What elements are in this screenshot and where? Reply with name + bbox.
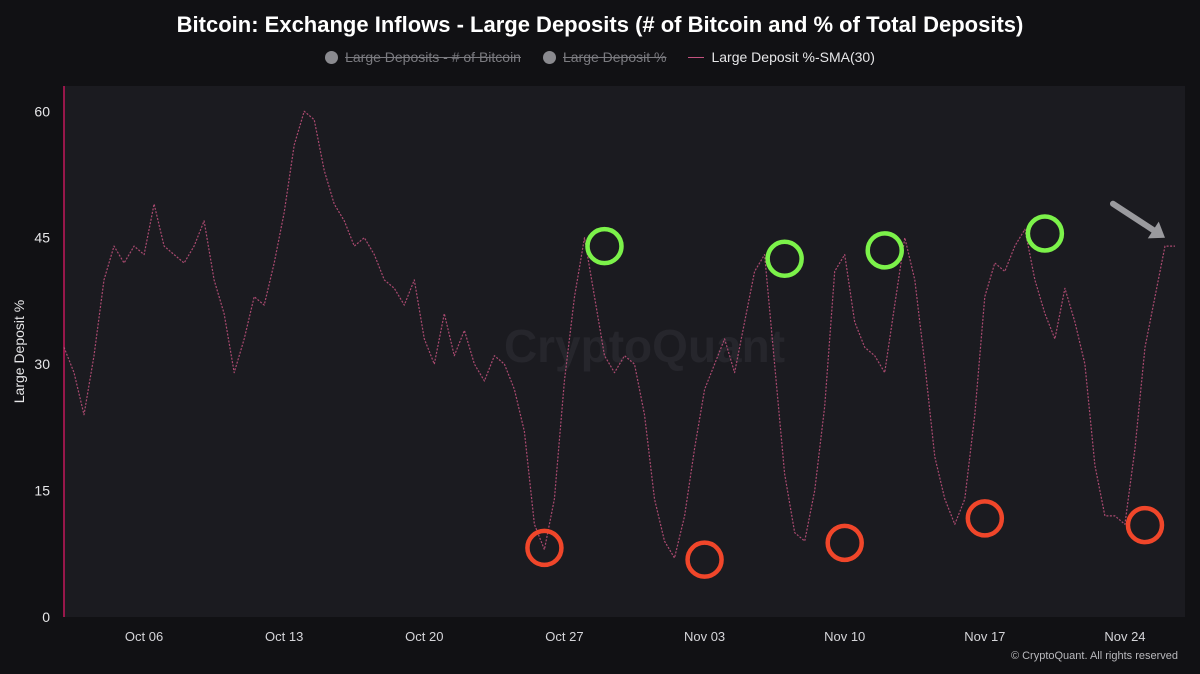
watermark: CryptoQuant bbox=[504, 320, 785, 372]
series-group bbox=[63, 110, 1175, 559]
x-tick-label: Oct 06 bbox=[125, 629, 163, 644]
arrow-shaft bbox=[1109, 200, 1157, 234]
copyright: © CryptoQuant. All rights reserved bbox=[1010, 650, 1178, 662]
legend-dot-icon bbox=[325, 50, 339, 64]
x-tick-labels: Oct 06 Oct 13 Oct 20 Oct 27 Nov 03 Nov 10 Nov … bbox=[125, 629, 1146, 644]
x-tick-label: Nov 10 bbox=[824, 629, 865, 644]
legend-line-icon bbox=[688, 56, 705, 58]
trough-marker-circle bbox=[965, 499, 1005, 538]
peak-marker-circle bbox=[765, 239, 804, 279]
y-tick-label: 60 bbox=[34, 103, 50, 119]
annotations bbox=[525, 200, 1165, 579]
legend-dot-icon bbox=[542, 50, 556, 64]
peak-marker-circle bbox=[585, 226, 624, 266]
legend-item-large-deposits-btc[interactable]: Large Deposits - # of Bitcoin bbox=[325, 49, 521, 65]
trough-marker-circle bbox=[685, 540, 724, 579]
y-tick-label: 30 bbox=[34, 356, 50, 372]
peak-marker-circle bbox=[1025, 214, 1065, 253]
y-tick-label: 45 bbox=[34, 230, 50, 246]
legend-label: Large Deposit % bbox=[562, 49, 667, 65]
chart-title: Bitcoin: Exchange Inflows - Large Deposi… bbox=[176, 12, 1024, 37]
y-tick-label: 15 bbox=[34, 483, 50, 499]
trough-marker-circle bbox=[525, 528, 564, 568]
arrow-head-icon bbox=[1147, 221, 1165, 239]
y-axis-label: Large Deposit % bbox=[11, 300, 27, 404]
x-tick-label: Nov 17 bbox=[964, 629, 1005, 644]
legend-label: Large Deposits - # of Bitcoin bbox=[345, 49, 521, 65]
trough-marker-circle bbox=[1125, 505, 1165, 545]
legend-label: Large Deposit %-SMA(30) bbox=[711, 49, 875, 65]
peak-marker-circle bbox=[865, 231, 904, 270]
x-tick-label: Oct 13 bbox=[265, 629, 303, 644]
legend-item-sma30[interactable]: Large Deposit %-SMA(30) bbox=[688, 49, 875, 65]
y-tick-label: 0 bbox=[42, 609, 50, 625]
legend: Large Deposits - # of Bitcoin Large Depo… bbox=[0, 49, 1200, 65]
x-tick-label: Nov 03 bbox=[684, 629, 725, 644]
legend-item-large-deposit-pct[interactable]: Large Deposit % bbox=[542, 49, 667, 65]
x-tick-label: Nov 24 bbox=[1104, 629, 1145, 644]
y-tick-labels: 0 15 30 45 60 bbox=[34, 103, 50, 625]
series-line-sma30 bbox=[63, 110, 1175, 559]
x-tick-label: Oct 27 bbox=[545, 629, 583, 644]
x-tick-label: Oct 20 bbox=[405, 629, 443, 644]
trough-marker-circle bbox=[825, 523, 864, 563]
